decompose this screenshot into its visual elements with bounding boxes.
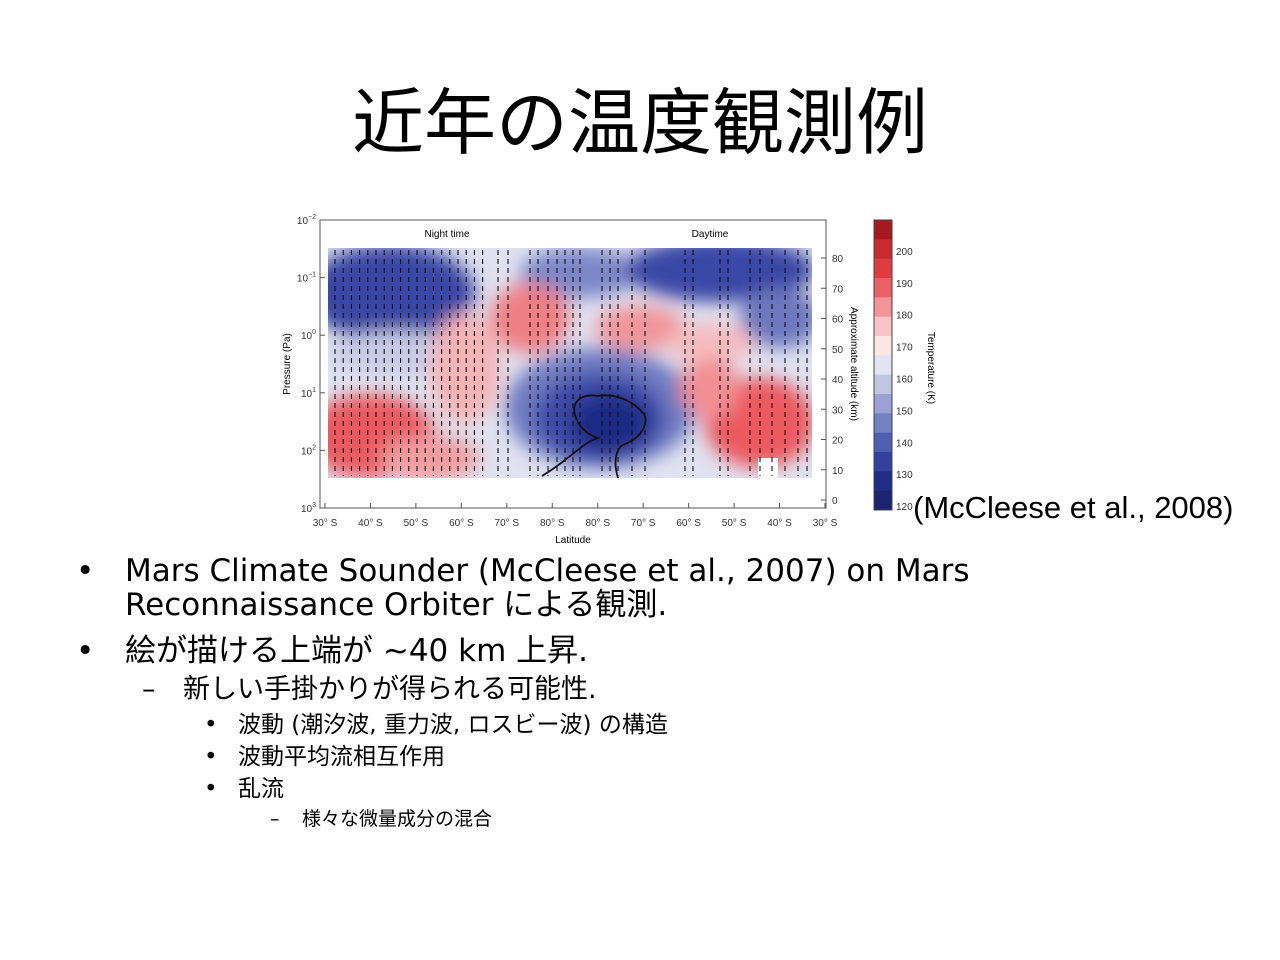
colorbar-tick-label: 190 bbox=[896, 279, 913, 290]
bullet-text-line1: Mars Climate Sounder (McCleese et al., 2… bbox=[125, 553, 970, 589]
sub-sub-bullet-marker: • bbox=[204, 776, 218, 802]
colorbar-swatch bbox=[874, 452, 892, 472]
bullet-text: 絵が描ける上端が ~40 km 上昇. bbox=[125, 633, 588, 669]
colorbar-tick-label: 150 bbox=[896, 406, 913, 417]
colorbar-swatch bbox=[874, 413, 892, 434]
level4-bullet-marker: – bbox=[270, 808, 280, 830]
level4-bullet-text: 様々な微量成分の混合 bbox=[302, 808, 493, 830]
night-time-label: Night time bbox=[424, 229, 469, 240]
temperature-cross-section-figure: Night time Daytime 10−210−1100101102103 … bbox=[282, 214, 859, 546]
altitude-tick-label: 50 bbox=[832, 345, 844, 356]
pressure-tick-label: 10−2 bbox=[297, 214, 316, 227]
colorbar-swatch bbox=[874, 374, 892, 395]
colorbar-tick-label: 200 bbox=[896, 247, 913, 258]
sub-sub-bullet-text: 乱流 bbox=[238, 776, 284, 802]
latitude-tick-label: 60° S bbox=[676, 518, 701, 529]
pressure-tick-label: 103 bbox=[301, 502, 316, 515]
bullet-marker: • bbox=[76, 553, 95, 589]
colorbar-tick-label: 140 bbox=[896, 438, 913, 449]
altitude-tick-label: 80 bbox=[832, 254, 844, 265]
colorbar-tick-label: 180 bbox=[896, 311, 913, 322]
bullet-text-line2: Reconnaissance Orbiter による観測. bbox=[125, 587, 668, 623]
latitude-tick-label: 60° S bbox=[449, 518, 474, 529]
latitude-tick-label: 40° S bbox=[358, 518, 383, 529]
latitude-tick-label: 30° S bbox=[813, 518, 838, 529]
sub-sub-bullet-text: 波動平均流相互作用 bbox=[238, 744, 445, 770]
colorbar-tick-label: 130 bbox=[896, 470, 913, 481]
altitude-tick-label: 0 bbox=[832, 496, 838, 507]
colorbar-swatch bbox=[874, 278, 892, 298]
sub-sub-bullet-marker: • bbox=[204, 712, 218, 738]
sub-sub-bullet-marker: • bbox=[204, 744, 218, 770]
colorbar-frame bbox=[873, 219, 893, 511]
colorbar-swatch bbox=[874, 239, 892, 260]
altitude-tick-label: 20 bbox=[832, 436, 844, 447]
latitude-tick-label: 50° S bbox=[722, 518, 747, 529]
colorbar-swatch bbox=[874, 258, 892, 279]
altitude-tick-label: 70 bbox=[832, 284, 844, 295]
altitude-tick-label: 40 bbox=[832, 375, 844, 386]
colorbar-tick-label: 170 bbox=[896, 343, 913, 354]
pressure-tick-label: 101 bbox=[301, 387, 316, 400]
latitude-tick-label: 40° S bbox=[767, 518, 792, 529]
colorbar-swatch bbox=[874, 297, 892, 318]
axis-ticks bbox=[320, 219, 826, 509]
latitude-tick-label: 30° S bbox=[313, 518, 338, 529]
latitude-tick-labels: 30° S 40° S 50° S 60° S 70° S 80° S 80° S 70° S… bbox=[313, 518, 838, 529]
temperature-colorbar: 200 190 180 170 160 150 140 130 120 Temperature … bbox=[873, 219, 936, 513]
temperature-field bbox=[328, 248, 812, 478]
colorbar-swatch bbox=[874, 490, 892, 511]
pressure-tick-labels: 10−2 10−1 100 101 102 103 bbox=[297, 214, 316, 515]
latitude-tick-label: 50° S bbox=[404, 518, 429, 529]
y-axis-label: Pressure (Pa) bbox=[282, 333, 293, 395]
bullet-marker: • bbox=[76, 633, 95, 669]
colorbar-swatch bbox=[874, 471, 892, 492]
colorbar-swatch bbox=[874, 316, 892, 337]
sub-bullet-marker: – bbox=[142, 674, 156, 705]
sub-sub-bullet-text: 波動 (潮汐波, 重力波, ロスビー波) の構造 bbox=[238, 712, 668, 738]
colorbar-swatch bbox=[874, 432, 892, 453]
altitude-tick-labels: 80 70 60 50 40 30 20 10 0 bbox=[832, 254, 844, 507]
latitude-tick-label: 80° S bbox=[540, 518, 565, 529]
colorbar-swatch bbox=[874, 394, 892, 414]
x-axis-label: Latitude bbox=[555, 535, 591, 546]
latitude-tick-label: 80° S bbox=[585, 518, 610, 529]
slide-title: 近年の温度観測例 bbox=[351, 81, 928, 165]
altitude-tick-label: 10 bbox=[832, 466, 844, 477]
observation-tracks bbox=[334, 250, 808, 476]
altitude-axis-label: Approximate altitude (km) bbox=[848, 307, 859, 421]
colorbar-tick-label: 120 bbox=[896, 502, 913, 513]
colorbar-swatch bbox=[874, 220, 892, 240]
colorbar-swatches bbox=[874, 220, 892, 511]
colorbar-tick-label: 160 bbox=[896, 375, 913, 386]
daytime-label: Daytime bbox=[692, 229, 729, 240]
latitude-tick-label: 70° S bbox=[631, 518, 656, 529]
sub-bullet-text: 新しい手掛かりが得られる可能性. bbox=[183, 674, 597, 705]
colorbar-swatch bbox=[874, 336, 892, 356]
colorbar-label: Temperature (K) bbox=[925, 332, 936, 404]
colorbar-tick-labels: 200 190 180 170 160 150 140 130 120 bbox=[896, 247, 913, 513]
altitude-tick-label: 30 bbox=[832, 405, 844, 416]
latitude-tick-label: 70° S bbox=[495, 518, 520, 529]
colorbar-swatch bbox=[874, 355, 892, 376]
citation: (McCleese et al., 2008) bbox=[913, 490, 1234, 525]
pressure-tick-label: 102 bbox=[301, 444, 316, 457]
pressure-tick-label: 10−1 bbox=[297, 272, 316, 285]
altitude-tick-label: 60 bbox=[832, 315, 844, 326]
pressure-tick-label: 100 bbox=[301, 329, 316, 342]
